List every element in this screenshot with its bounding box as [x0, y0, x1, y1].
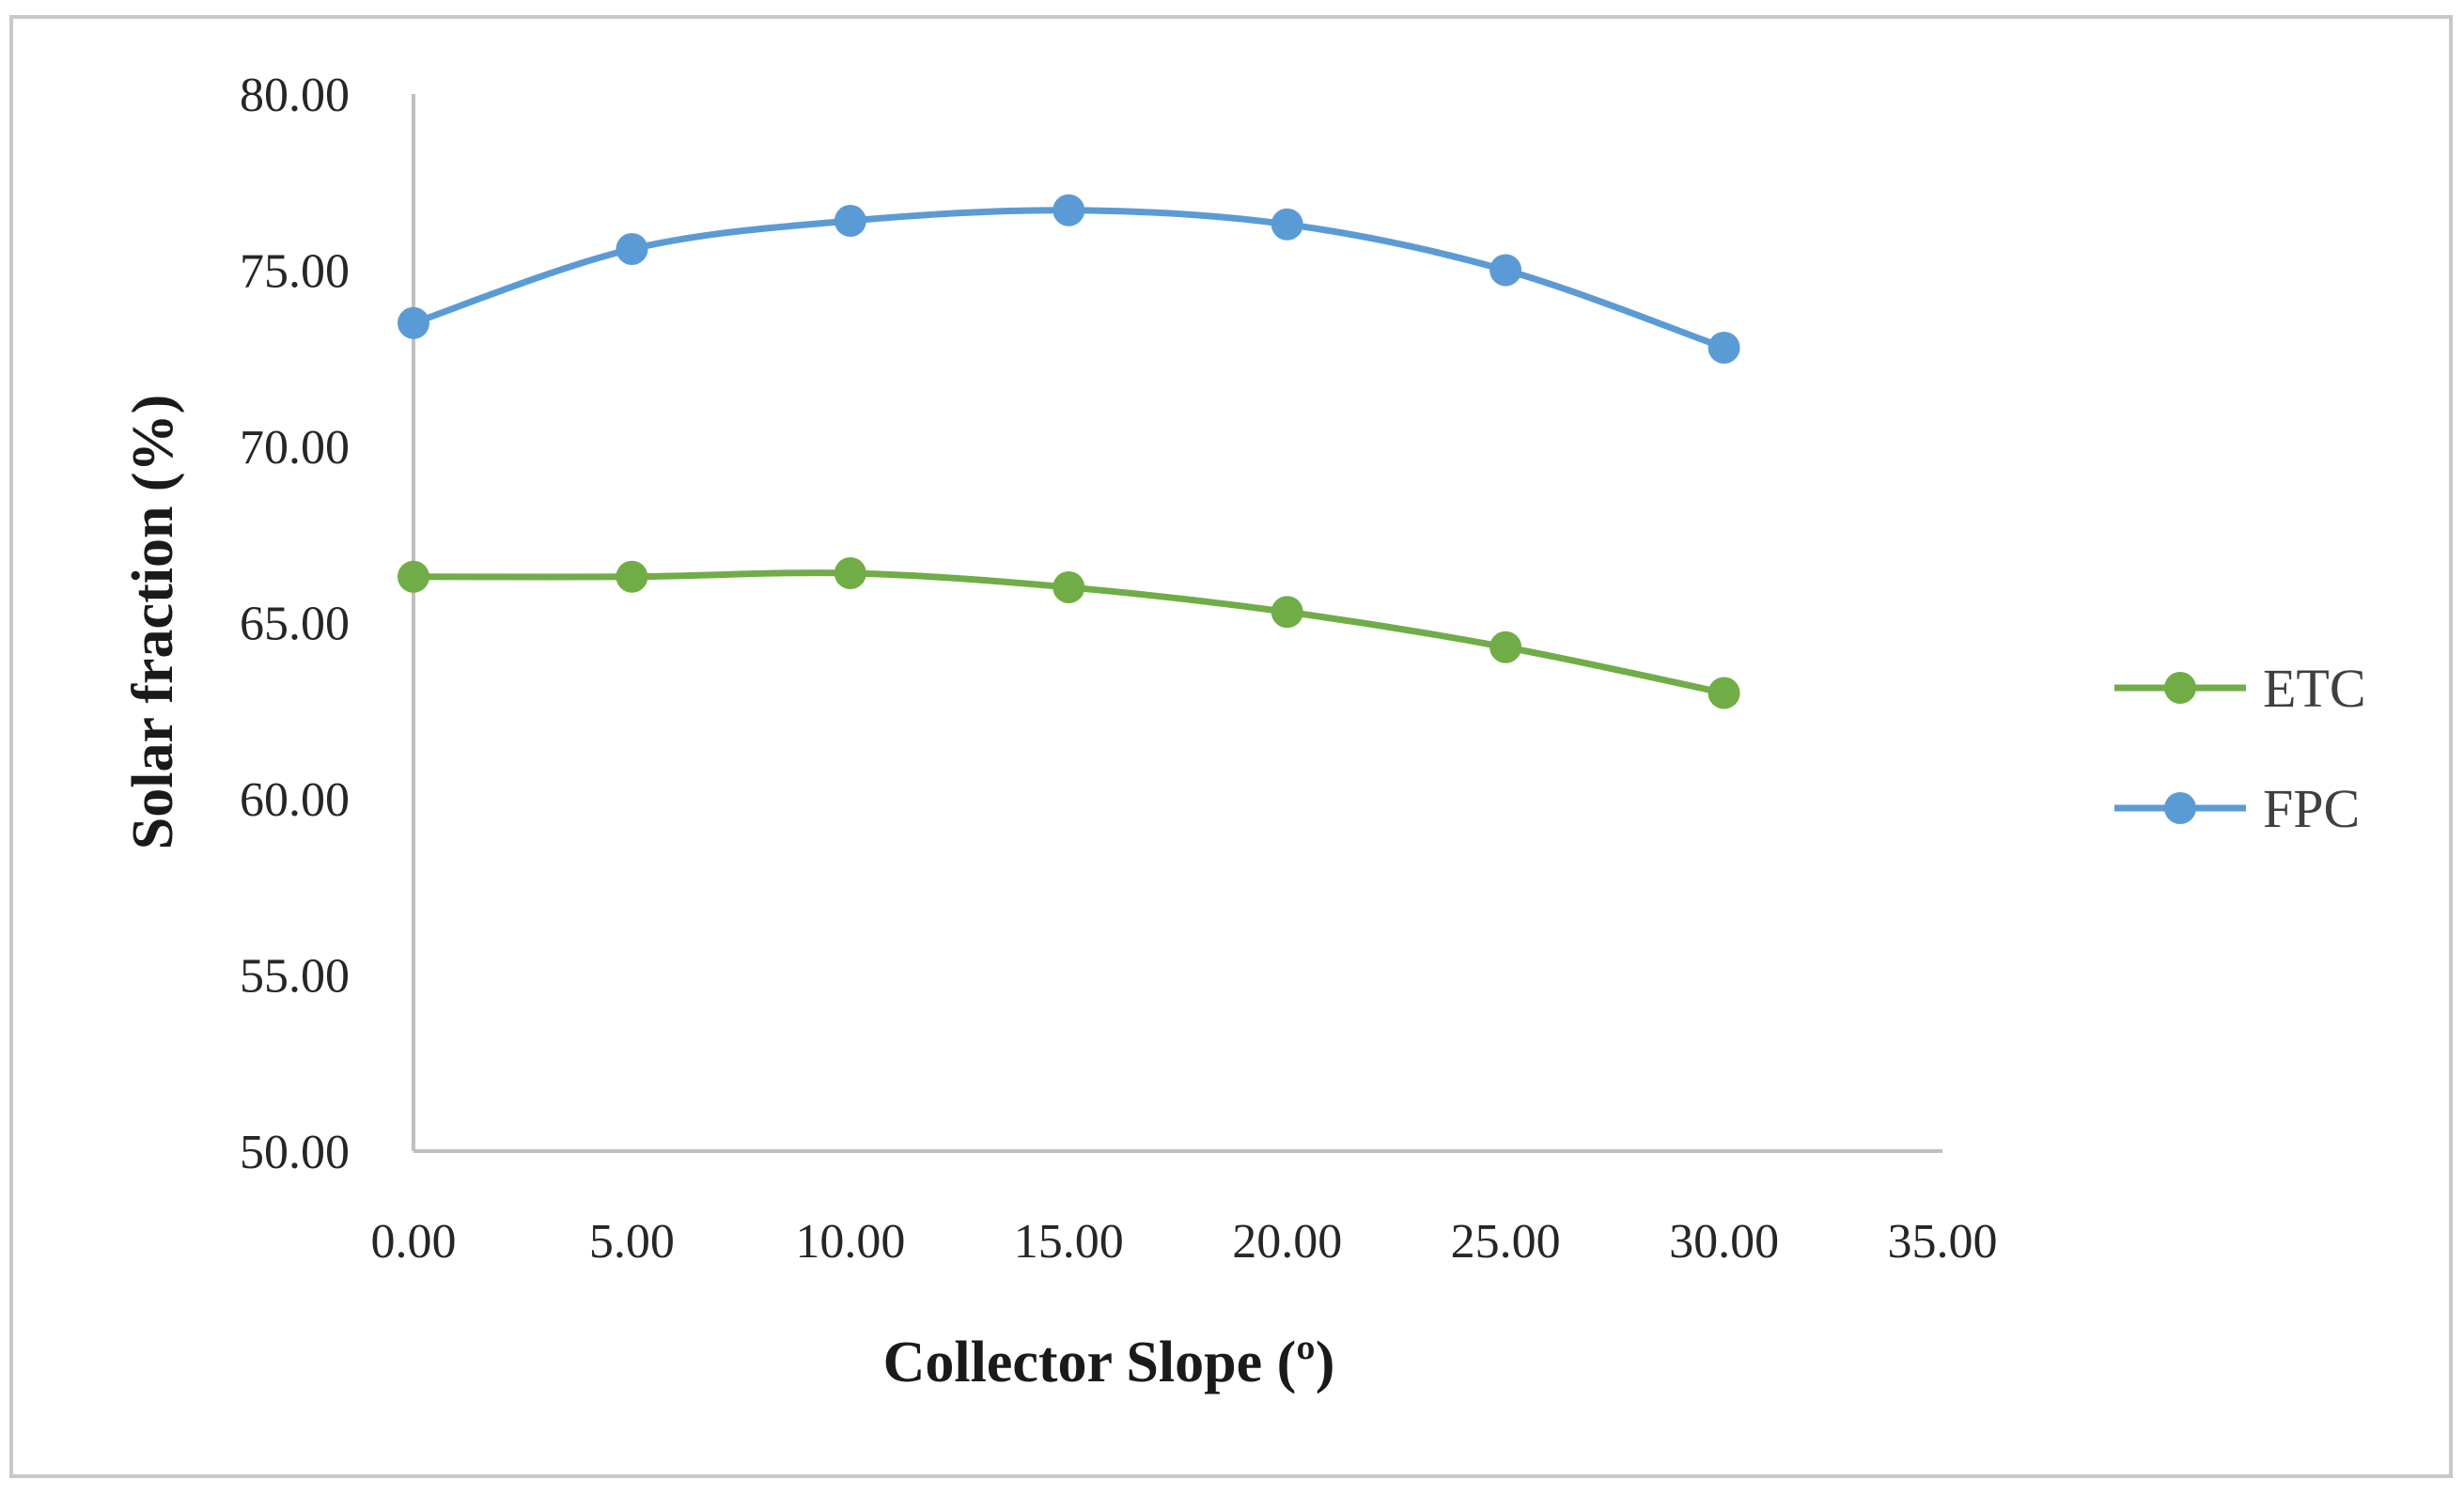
series-etc [398, 557, 1740, 709]
series-fpc-point [1708, 332, 1740, 364]
chart-frame [9, 15, 2453, 1478]
x-tick-label: 10.00 [795, 1215, 905, 1269]
x-tick-label: 0.00 [371, 1215, 457, 1269]
x-tick-label: 30.00 [1669, 1215, 1779, 1269]
x-tick-label: 35.00 [1888, 1215, 1998, 1269]
x-axis-title: Collector Slope (º) [883, 1331, 1335, 1394]
y-tick-label: 50.00 [240, 1126, 350, 1179]
y-tick-label: 75.00 [240, 245, 350, 299]
x-tick-label: 20.00 [1232, 1215, 1342, 1269]
series-fpc-point [1053, 194, 1085, 226]
y-tick-label: 55.00 [240, 950, 350, 1004]
y-tick-label: 70.00 [240, 421, 350, 475]
axes [412, 94, 1942, 1153]
legend-label: ETC [2263, 658, 2366, 719]
legend: ETC FPC [2114, 658, 2366, 839]
legend-swatch-marker [2164, 792, 2196, 824]
series-etc-point [1708, 677, 1740, 709]
series-fpc-point [834, 205, 866, 237]
series-etc-point [1489, 631, 1522, 663]
legend-item-etc: ETC [2114, 658, 2366, 719]
series-etc-point [1053, 571, 1085, 603]
series-fpc-point [1271, 208, 1303, 241]
y-axis-title: Solar fraction (%) [121, 395, 185, 849]
y-tick-label: 65.00 [240, 598, 350, 651]
series-etc-point [1271, 596, 1303, 629]
series-etc-point [834, 557, 866, 589]
y-tick-label: 60.00 [240, 773, 350, 827]
series-etc-point [616, 560, 648, 593]
series-layer [398, 194, 1740, 709]
legend-label: FPC [2263, 778, 2360, 839]
series-etc-point [398, 560, 429, 593]
legend-item-fpc: FPC [2114, 778, 2360, 839]
series-fpc-point [616, 233, 648, 265]
series-fpc-point [398, 306, 429, 339]
x-tick-label: 25.00 [1451, 1215, 1561, 1269]
x-tick-label: 15.00 [1014, 1215, 1124, 1269]
x-tick-label: 5.00 [589, 1215, 675, 1269]
tick-labels: 50.00 55.00 60.00 65.00 70.00 75.00 80.00 0.00 5… [240, 69, 1998, 1269]
legend-swatch-marker [2164, 672, 2196, 704]
series-fpc [398, 194, 1740, 364]
y-tick-label: 80.00 [240, 69, 350, 122]
series-fpc-point [1489, 254, 1522, 287]
